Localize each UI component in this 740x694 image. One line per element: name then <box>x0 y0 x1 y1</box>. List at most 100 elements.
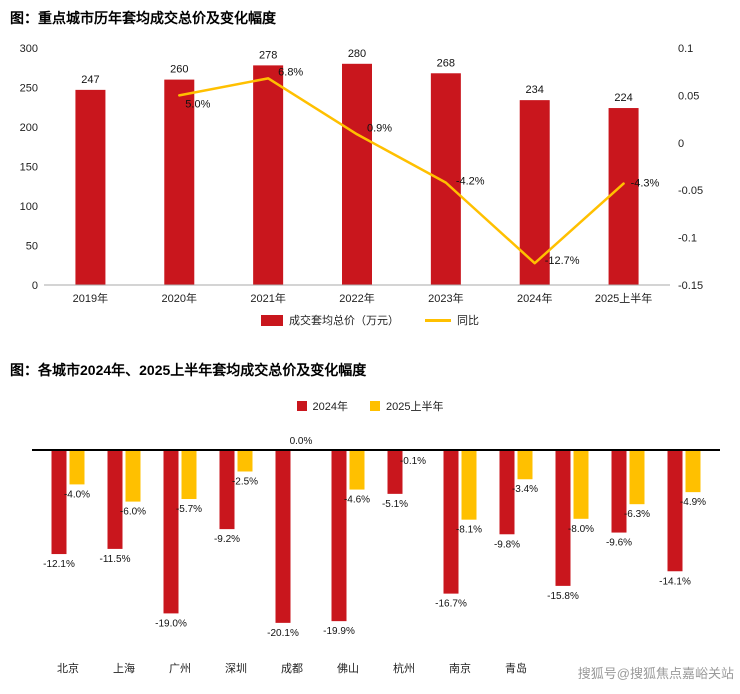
x-axis-label: 青岛 <box>505 661 527 675</box>
x-axis-label: 广州 <box>169 662 191 675</box>
year-2024-swatch-icon <box>296 401 307 411</box>
right-axis-tick: 0.1 <box>678 43 693 55</box>
left-axis-tick: 300 <box>20 43 38 55</box>
left-axis-tick: 200 <box>20 122 38 134</box>
bar-2025 <box>461 450 477 520</box>
x-axis-label: 2022年 <box>339 291 374 305</box>
x-axis-label: 2021年 <box>250 291 285 305</box>
bar-2024 <box>331 450 347 622</box>
left-axis-tick: 250 <box>20 83 38 95</box>
bar-value-label: -8.0% <box>568 524 594 535</box>
bar-2024 <box>667 450 683 572</box>
bar-2024 <box>51 450 67 555</box>
bar-2024 <box>107 450 123 549</box>
bar-value-label: -4.0% <box>64 489 90 500</box>
bar-2024 <box>443 450 459 594</box>
x-axis-label: 2020年 <box>162 291 197 305</box>
bar-2024 <box>219 450 235 530</box>
line-point-label: -12.7% <box>545 255 580 267</box>
price-legend-label: 成交套均总价（万元） <box>289 315 399 327</box>
bar-value-label: -3.4% <box>512 484 538 495</box>
bar-value-label: 0.0% <box>290 436 313 447</box>
bar-2025 <box>181 450 197 500</box>
bar-value-label: -20.1% <box>267 628 299 639</box>
bottom-chart-legend: 2024年 2025上半年 <box>0 398 740 414</box>
year-2024-legend-label: 2024年 <box>312 401 348 413</box>
x-axis-label: 2019年 <box>73 291 108 305</box>
top-chart-legend: 成交套均总价（万元） 同比 <box>0 312 740 328</box>
top-chart-canvas: 300 250 200 150 100 50 0 0.1 0.05 0 -0.05 -0.1 -0.15… <box>20 43 703 305</box>
bar-2024 <box>499 450 515 535</box>
x-axis-label: 北京 <box>57 661 79 675</box>
bar-2025 <box>69 450 85 485</box>
bar-2025 <box>237 450 253 472</box>
x-axis-label: 成都 <box>281 662 303 675</box>
legend-item-yoy: 同比 <box>425 312 479 328</box>
yoy-line-swatch-icon <box>425 318 451 322</box>
bar-2025 <box>685 450 701 493</box>
line-point-label: 5.0% <box>185 98 210 110</box>
x-axis-label: 佛山 <box>337 662 359 675</box>
bar-value-label: 224 <box>614 92 632 104</box>
left-axis-tick: 100 <box>20 201 38 213</box>
bottom-chart-canvas: 北京 上海 广州 深圳 成都 佛山 杭州 南京 青岛 -12.1% -11.5% -19.0% -9.2… <box>32 436 720 675</box>
legend-item-2025: 2025上半年 <box>370 398 443 414</box>
bar-value-label: -19.9% <box>323 626 355 637</box>
bar-value-label: -12.1% <box>43 559 75 570</box>
bar-2024 <box>387 450 403 494</box>
right-axis-tick: -0.1 <box>678 233 697 245</box>
watermark: 搜狐号@搜狐焦点嘉峪关站 <box>577 666 734 681</box>
x-axis-label: 2023年 <box>428 291 463 305</box>
price-bar <box>608 108 639 285</box>
line-point-label: -4.2% <box>456 176 485 188</box>
yoy-legend-label: 同比 <box>457 315 479 327</box>
bar-2025 <box>629 450 645 505</box>
bar-value-label: 280 <box>348 48 366 60</box>
bar-value-label: -9.2% <box>214 534 240 545</box>
bar-value-label: -5.1% <box>382 499 408 510</box>
left-axis-tick: 0 <box>32 280 38 292</box>
bar-value-label: -9.6% <box>606 538 632 549</box>
price-bar <box>342 63 372 285</box>
price-bar <box>430 73 461 285</box>
right-axis-tick: 0.05 <box>678 90 699 102</box>
bar-value-label: -6.0% <box>120 507 146 518</box>
bar-2024 <box>611 450 627 533</box>
bar-value-label: -6.3% <box>624 509 650 520</box>
bar-value-label: -8.1% <box>456 525 482 536</box>
bar-value-label: 247 <box>81 74 99 86</box>
year-2025-swatch-icon <box>370 401 380 411</box>
right-axis-tick: -0.15 <box>678 280 703 292</box>
top-chart-title: 图：重点城市历年套均成交总价及变化幅度 <box>10 10 276 26</box>
price-bar <box>253 65 284 285</box>
bar-value-label: -16.7% <box>435 599 467 610</box>
legend-item-price: 成交套均总价（万元） <box>261 312 399 328</box>
right-axis-tick: 0 <box>678 138 684 150</box>
bar-value-label: 234 <box>526 84 544 96</box>
bar-2025 <box>125 450 141 502</box>
bar-value-label: -9.8% <box>494 539 520 550</box>
legend-item-2024: 2024年 <box>296 398 348 414</box>
bar-2024 <box>555 450 571 586</box>
bar-value-label: -5.7% <box>176 504 202 515</box>
x-axis-label: 2024年 <box>517 291 552 305</box>
bar-value-label: 268 <box>437 57 455 69</box>
bottom-chart-title: 图：各城市2024年、2025上半年套均成交总价及变化幅度 <box>10 362 367 378</box>
left-axis-tick: 50 <box>26 241 38 253</box>
bar-2025 <box>517 450 533 480</box>
bar-value-label: -14.1% <box>659 576 691 587</box>
line-point-label: 0.9% <box>367 122 392 134</box>
right-axis-tick: -0.05 <box>678 185 703 197</box>
bar-value-label: 260 <box>170 64 188 76</box>
bar-value-label: -15.8% <box>547 591 579 602</box>
x-axis-label: 杭州 <box>393 661 415 675</box>
bar-2024 <box>163 450 179 614</box>
bar-value-label: -19.0% <box>155 618 187 629</box>
price-bar-swatch-icon <box>261 314 283 326</box>
bar-value-label: -0.1% <box>400 456 426 467</box>
bar-value-label: -4.6% <box>344 495 370 506</box>
price-bar <box>164 79 195 285</box>
x-axis-label: 深圳 <box>225 662 247 675</box>
x-axis-label: 上海 <box>113 661 135 675</box>
left-axis-tick: 150 <box>20 162 38 174</box>
